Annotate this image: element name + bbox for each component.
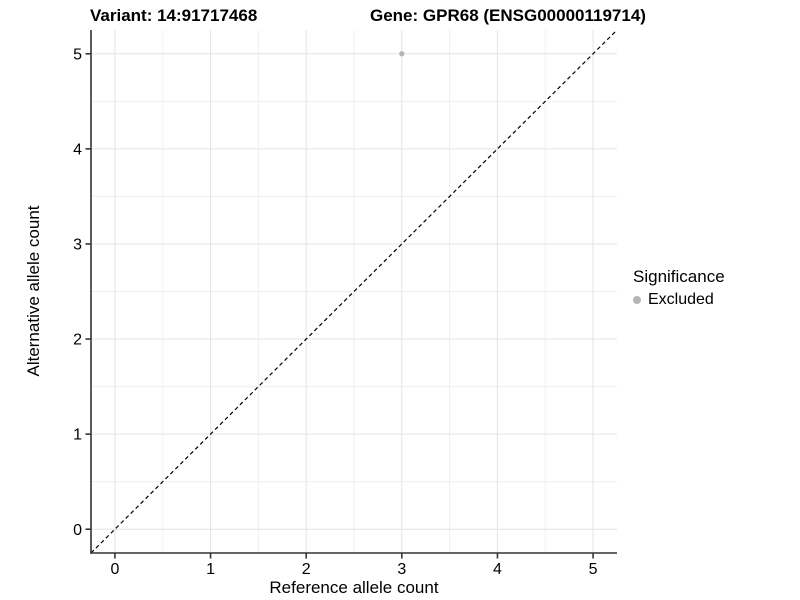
x-tick-label: 3	[397, 561, 406, 578]
plot-title-gene: Gene: GPR68 (ENSG00000119714)	[370, 6, 646, 25]
y-tick-label: 3	[73, 237, 82, 254]
y-tick-label: 4	[73, 141, 82, 158]
x-tick-label: 1	[206, 561, 215, 578]
data-point	[399, 51, 405, 57]
x-tick-label: 0	[110, 561, 119, 578]
y-axis-title: Alternative allele count	[24, 205, 43, 377]
legend: Significance Excluded	[631, 267, 725, 309]
x-axis-title: Reference allele count	[269, 578, 439, 597]
y-tick-label: 5	[73, 46, 82, 63]
x-tick-label: 2	[302, 561, 311, 578]
legend-item-label: Excluded	[648, 291, 714, 308]
y-tick-label: 1	[73, 427, 82, 444]
x-tick-label: 4	[493, 561, 502, 578]
excluded-point-icon	[633, 296, 641, 304]
legend-item-excluded: Excluded	[631, 291, 725, 309]
y-tick-label: 0	[73, 522, 82, 539]
y-tick-label: 2	[73, 332, 82, 349]
identity-line	[90, 29, 618, 554]
legend-title: Significance	[633, 267, 725, 286]
plot-title-variant: Variant: 14:91717468	[90, 6, 258, 25]
x-tick-label: 5	[589, 561, 598, 578]
